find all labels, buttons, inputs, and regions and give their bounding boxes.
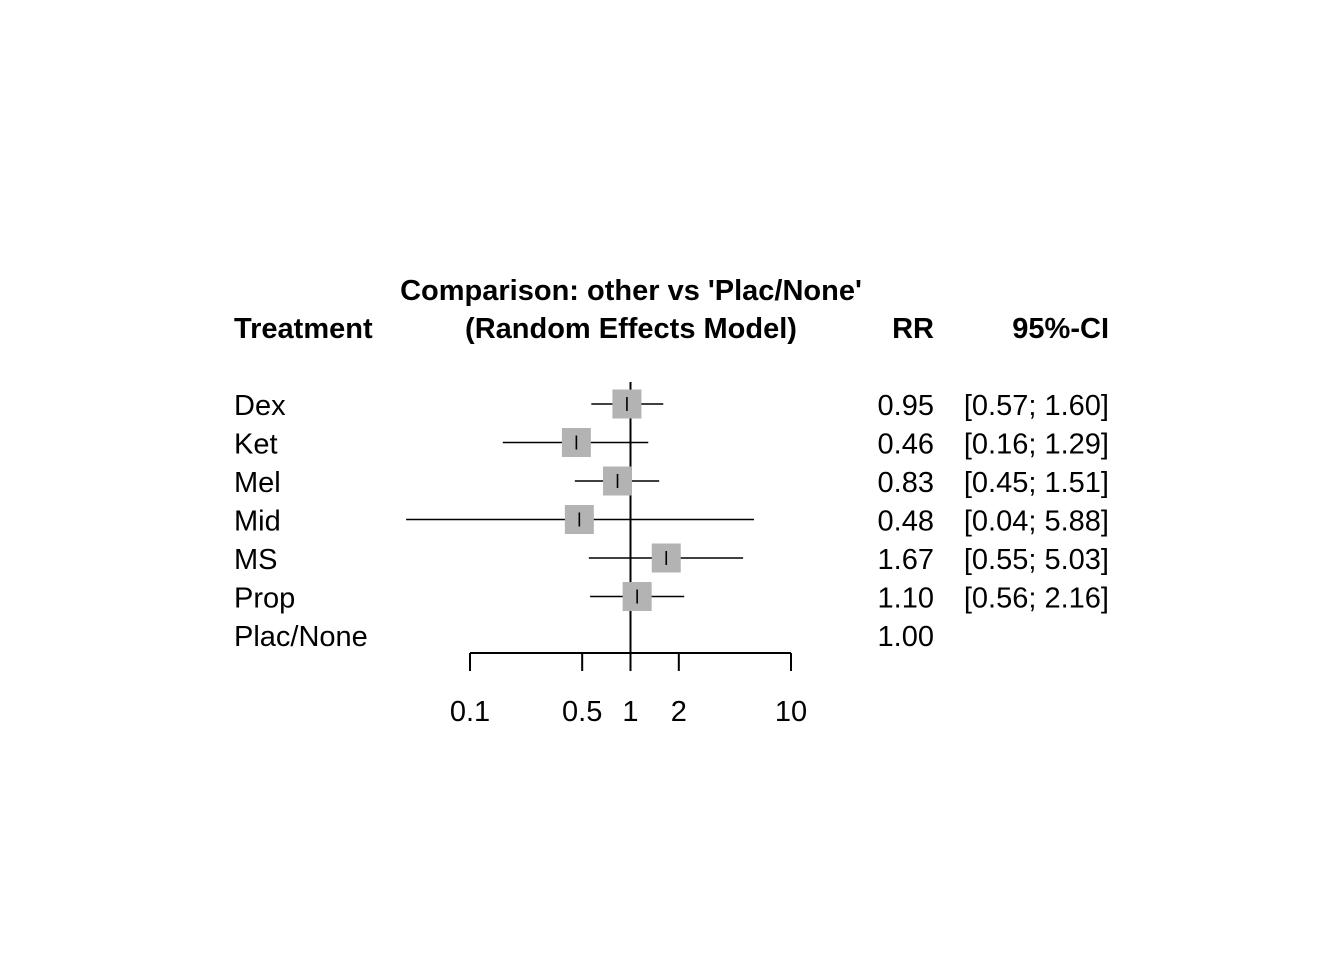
ci-value-prop: [0.56; 2.16] — [964, 583, 1109, 615]
header-treatment: Treatment — [234, 313, 373, 345]
ci-value-mid: [0.04; 5.88] — [964, 506, 1109, 538]
treatment-label-plac-none: Plac/None — [234, 621, 368, 653]
rr-value-dex: 0.95 — [878, 390, 934, 422]
x-tick-label-2: 1 — [622, 696, 638, 728]
ci-value-dex: [0.57; 1.60] — [964, 390, 1109, 422]
rr-value-plac-none: 1.00 — [878, 621, 934, 653]
rr-value-prop: 1.10 — [878, 583, 934, 615]
rr-value-ket: 0.46 — [878, 429, 934, 461]
header-rr: RR — [892, 313, 934, 345]
treatment-label-ms: MS — [234, 544, 278, 576]
x-tick-label-3: 2 — [671, 696, 687, 728]
rr-value-ms: 1.67 — [878, 544, 934, 576]
header-ci: 95%-CI — [1012, 313, 1109, 345]
rr-value-mel: 0.83 — [878, 467, 934, 499]
x-tick-label-0: 0.1 — [450, 696, 490, 728]
header-model: (Random Effects Model) — [465, 313, 797, 345]
ci-value-ket: [0.16; 1.29] — [964, 429, 1109, 461]
treatment-label-prop: Prop — [234, 583, 295, 615]
ci-value-ms: [0.55; 5.03] — [964, 544, 1109, 576]
rr-value-mid: 0.48 — [878, 506, 934, 538]
treatment-label-dex: Dex — [234, 390, 286, 422]
rows-layer: Dex 0.95 [0.57; 1.60] Ket 0.46 [0.16; 1.29] Me… — [234, 382, 1109, 653]
x-tick-label-4: 10 — [775, 696, 807, 728]
chart-title: Comparison: other vs 'Plac/None' — [400, 275, 862, 307]
x-tick-label-1: 0.5 — [562, 696, 602, 728]
treatment-label-mel: Mel — [234, 467, 281, 499]
treatment-label-ket: Ket — [234, 429, 278, 461]
treatment-label-mid: Mid — [234, 506, 281, 538]
x-axis: 0.1 0.5 1 2 10 — [450, 652, 807, 728]
ci-value-mel: [0.45; 1.51] — [964, 467, 1109, 499]
